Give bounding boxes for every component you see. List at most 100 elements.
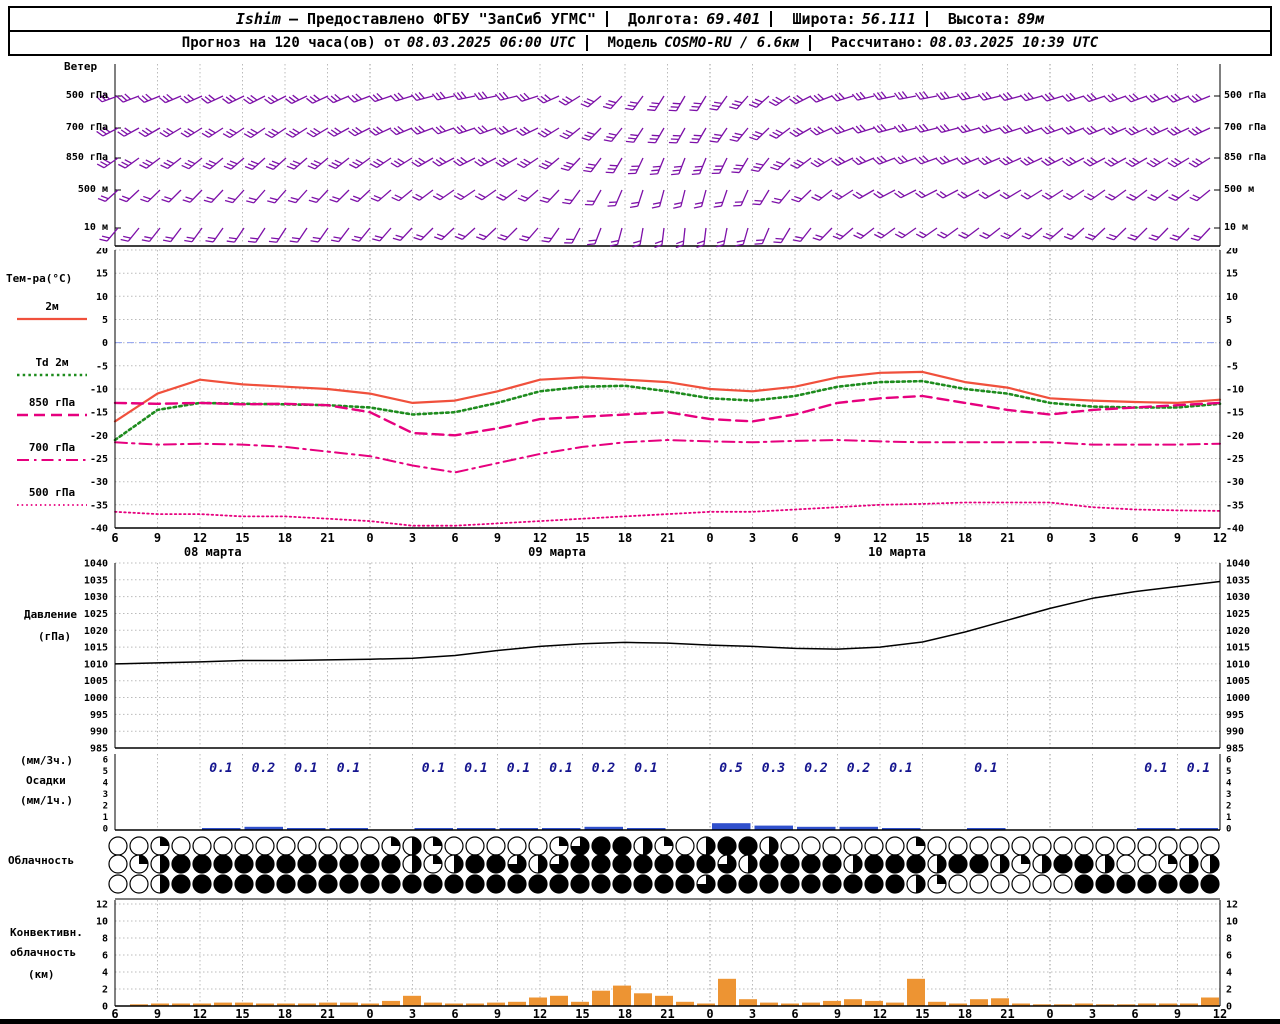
cloud-circle [507,836,527,856]
wind-barb [264,127,287,139]
tick-label: 1020 [84,626,108,637]
tick-label: 985 [90,744,108,753]
wind-level-label: 850 гПа [65,152,108,163]
hour-label: 9 [833,1007,842,1021]
precip-bar [882,828,921,830]
cloud-circle [759,874,779,894]
wind-barb [180,127,203,138]
precip-value-label: 0.1 [422,761,445,776]
wind-barb [161,189,182,203]
tick-label: 2 [1226,985,1232,996]
hour-label: 12 [192,531,208,545]
cloud-circle-fill [391,837,400,846]
temp-series-2м [113,370,1222,423]
cloud-circle-fill [559,837,568,846]
latitude-value: 56.111 [861,10,916,28]
wind-barb [162,227,182,243]
wind-barb [222,94,245,105]
tick-label: 3 [1226,790,1231,800]
wind-barb [832,227,854,240]
hour-label: 9 [153,531,162,545]
header-separator [606,11,609,27]
wind-barb [452,124,476,135]
precip-value-label: 0.1 [209,761,232,776]
wind-level-label: 500 гПа [65,90,108,101]
precip-value-label: 0.3 [762,761,786,776]
wind-barb [894,91,917,100]
cloud-circle-fill [1168,855,1177,864]
wind-barb [265,157,287,170]
convective-bar [445,1003,463,1006]
cloud-circle [1137,874,1157,894]
tick-label: 1030 [1226,592,1250,603]
wind-barb [268,227,287,243]
wind-barb [936,189,959,199]
hour-label: 6 [451,1007,459,1021]
wind-panel-title: Ветер [64,60,98,73]
wind-barb [935,155,959,165]
pressure-label-1: Давление [24,608,77,621]
convective-bar [1054,1004,1072,1006]
cloud-circle [1011,874,1031,894]
wind-barb [372,227,392,242]
hour-label: 15 [575,1007,590,1021]
wind-barb [1020,189,1043,200]
legend-label: 2м [45,300,59,313]
wind-barb [713,189,728,208]
wind-barb [914,123,938,133]
cloud-circle [990,836,1010,856]
wind-barb [1124,93,1148,103]
cloud-circle [402,874,422,894]
cloud-circle [528,836,548,856]
hour-label: 21 [660,531,675,545]
wind-barb [99,227,119,242]
wind-barb [1145,93,1169,103]
convective-bar [802,1002,820,1006]
wind-barb [392,227,413,242]
wind-barb [587,227,602,246]
wind-barb [246,189,266,204]
wind-barb [1082,92,1106,103]
tick-label: -30 [1226,477,1244,488]
wind-barb [851,124,875,134]
tick-label: 990 [1226,727,1244,738]
wind-barb [432,189,455,201]
cloud-circle [969,874,989,894]
cloud-circle [885,854,905,874]
hour-label: 21 [320,531,335,545]
convective-bar [1138,1003,1156,1006]
wind-barbs-panel [95,64,1221,248]
precip-bar [967,828,1006,830]
cloud-circle-fill [1210,855,1219,873]
hour-label: 9 [153,1007,162,1021]
hour-label: 6 [1131,1007,1139,1021]
cloud-circle [864,854,884,874]
calc-label: Рассчитано: [830,35,924,51]
precip-value-label: 0.1 [337,761,360,776]
wind-barb [851,155,875,166]
wind-barb [768,95,791,107]
latitude-label: Широта: [792,10,856,28]
tick-label: 6 [1226,756,1231,766]
cloudiness-panel [108,836,1220,894]
hour-label: 12 [532,1007,548,1021]
cloud-circle [780,854,800,874]
wind-barb [138,127,161,138]
cloud-circle [948,854,968,874]
tick-label: 0 [1226,338,1232,349]
cloud-circle [339,874,359,894]
hour-label: 15 [915,1007,930,1021]
wind-barb [1147,189,1169,202]
hour-label: 15 [575,531,590,545]
convective-bar [844,999,862,1006]
wind-level-label: 500 гПа [1224,90,1267,101]
cloud-circle [570,854,590,874]
tick-label: 10 [1226,292,1238,303]
cloud-circle [654,854,674,874]
wind-barb [453,156,476,167]
cloud-circle-fill [538,855,547,873]
tick-label: 1000 [84,693,108,704]
tick-label: 0 [1226,825,1231,835]
cloud-circle [381,854,401,874]
